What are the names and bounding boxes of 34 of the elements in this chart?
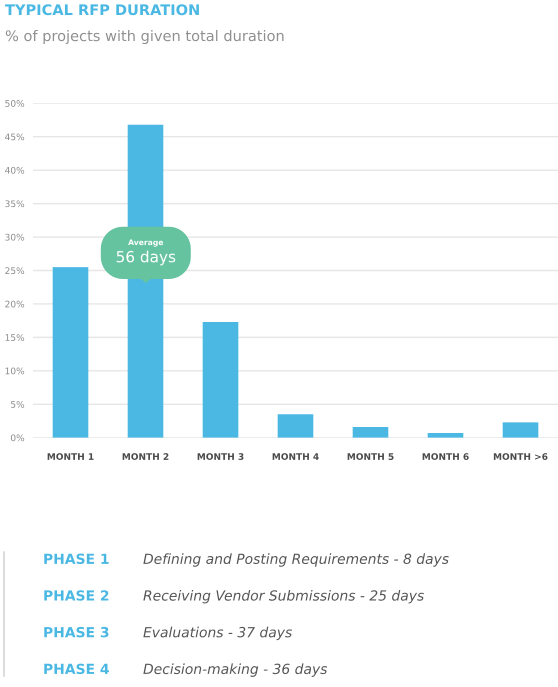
text: Defining and Posting Requirements - 8 days <box>143 553 449 567</box>
bar <box>52 267 88 438</box>
bar <box>202 322 238 438</box>
y-tick-label: 30% <box>5 234 24 241</box>
bar <box>428 433 464 438</box>
y-tick-label: 35% <box>5 200 24 208</box>
y-tick-label: 15% <box>6 334 24 341</box>
text: PHASE 2 <box>44 590 108 601</box>
text: Receiving Vendor Submissions - 25 days <box>143 590 424 604</box>
text: Decision-making - 36 days <box>143 663 328 677</box>
y-tick-label: 0% <box>10 434 24 442</box>
x-tick-label: MONTH 1 <box>48 453 94 460</box>
bar <box>502 422 538 438</box>
x-tick-label: MONTH 6 <box>422 453 469 460</box>
y-tick-label: 20% <box>5 300 24 308</box>
y-tick-label: 10% <box>6 368 24 374</box>
y-tick-label: 50% <box>5 100 24 107</box>
chart-subtitle: % of projects with given total duration <box>6 30 284 44</box>
text: PHASE 4 <box>44 664 109 674</box>
x-tick-label: MONTH 4 <box>272 453 319 460</box>
text: Evaluations - 37 days <box>143 626 292 640</box>
y-tick-label: 5% <box>11 400 24 408</box>
x-tick-label: MONTH 5 <box>348 453 394 460</box>
y-tick-label: 45% <box>5 133 24 140</box>
bar <box>352 427 388 438</box>
chart-title: TYPICAL RFP DURATION <box>5 4 199 16</box>
text: PHASE 3 <box>44 626 108 638</box>
y-tick-label: 40% <box>5 166 24 174</box>
bar <box>278 414 314 438</box>
x-tick-label: MONTH 2 <box>122 453 168 460</box>
x-tick-label: MONTH >6 <box>494 453 548 460</box>
y-tick-label: 25% <box>5 267 24 274</box>
x-tick-label: MONTH 3 <box>198 453 244 460</box>
text: PHASE 1 <box>44 554 109 564</box>
